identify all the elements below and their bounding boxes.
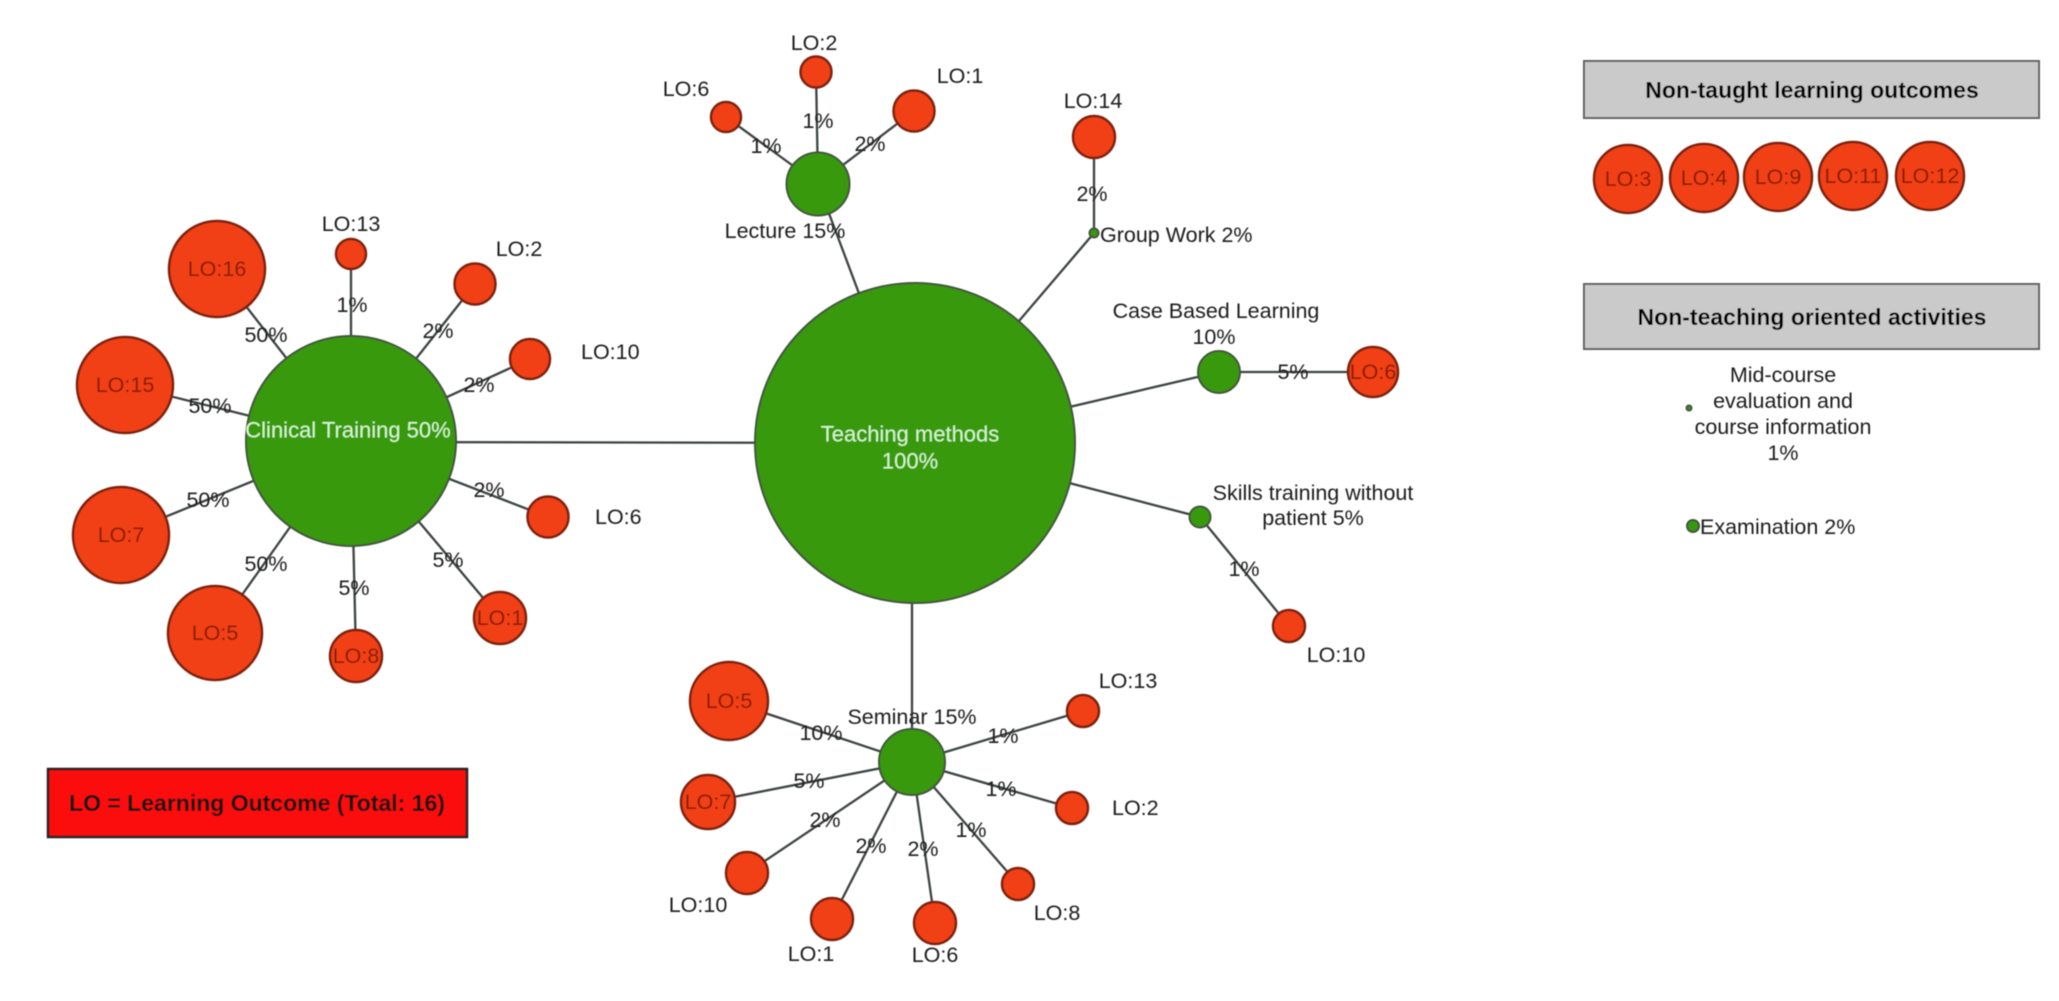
svg-text:LO:15: LO:15 (96, 373, 155, 397)
svg-text:1%: 1% (1767, 441, 1798, 465)
svg-text:1%: 1% (802, 109, 833, 133)
svg-text:LO:1: LO:1 (477, 606, 524, 630)
svg-text:Clinical Training 50%: Clinical Training 50% (245, 418, 450, 443)
svg-text:LO:10: LO:10 (669, 893, 728, 917)
svg-text:2%: 2% (422, 319, 453, 343)
svg-text:2%: 2% (809, 808, 840, 832)
svg-text:LO:13: LO:13 (1099, 669, 1158, 693)
svg-text:LO:16: LO:16 (188, 257, 247, 281)
svg-text:LO:10: LO:10 (1307, 643, 1366, 667)
svg-text:LO:8: LO:8 (333, 644, 380, 668)
svg-text:LO = Learning Outcome (Total:: LO = Learning Outcome (Total: 16) (69, 790, 445, 816)
svg-text:Mid-course: Mid-course (1730, 363, 1836, 387)
svg-text:patient 5%: patient 5% (1262, 506, 1364, 530)
svg-text:1%: 1% (985, 777, 1016, 801)
svg-text:1%: 1% (1228, 557, 1259, 581)
svg-text:Teaching methods: Teaching methods (821, 422, 1000, 447)
svg-text:Skills training without: Skills training without (1213, 481, 1414, 505)
svg-text:LO:6: LO:6 (912, 943, 959, 967)
svg-text:2%: 2% (907, 837, 938, 861)
svg-text:1%: 1% (955, 818, 986, 842)
svg-text:50%: 50% (244, 323, 287, 347)
svg-text:LO:11: LO:11 (1825, 164, 1882, 188)
svg-text:LO:9: LO:9 (1755, 165, 1802, 189)
svg-text:10%: 10% (1192, 325, 1235, 349)
svg-text:100%: 100% (882, 449, 938, 474)
svg-text:50%: 50% (244, 552, 287, 576)
svg-text:LO:12: LO:12 (1901, 164, 1960, 188)
svg-text:evaluation and: evaluation and (1713, 389, 1853, 413)
svg-text:LO:1: LO:1 (788, 942, 835, 966)
svg-text:LO:2: LO:2 (791, 31, 838, 55)
svg-text:LO:6: LO:6 (595, 505, 642, 529)
svg-text:LO:6: LO:6 (1350, 360, 1397, 384)
svg-text:5%: 5% (338, 576, 369, 600)
svg-text:5%: 5% (432, 548, 463, 572)
svg-text:50%: 50% (186, 488, 229, 512)
svg-text:LO:10: LO:10 (581, 340, 640, 364)
svg-text:LO:5: LO:5 (706, 689, 753, 713)
svg-text:LO:14: LO:14 (1064, 89, 1123, 113)
svg-text:2%: 2% (463, 373, 494, 397)
svg-text:Case Based Learning: Case Based Learning (1113, 299, 1320, 323)
svg-text:course information: course information (1695, 415, 1872, 439)
svg-text:LO:1: LO:1 (937, 64, 984, 88)
svg-text:LO:2: LO:2 (1112, 796, 1159, 820)
svg-text:LO:8: LO:8 (1034, 901, 1081, 925)
svg-text:Seminar 15%: Seminar 15% (847, 705, 976, 729)
svg-text:LO:7: LO:7 (685, 790, 732, 814)
svg-text:Group Work 2%: Group Work 2% (1100, 223, 1253, 247)
svg-text:10%: 10% (799, 721, 842, 745)
svg-text:Non-taught learning outcomes: Non-taught learning outcomes (1645, 77, 1979, 103)
svg-text:1%: 1% (987, 724, 1018, 748)
svg-text:LO:4: LO:4 (1681, 166, 1728, 190)
svg-text:2%: 2% (1076, 182, 1107, 206)
svg-text:2%: 2% (855, 834, 886, 858)
svg-text:5%: 5% (1277, 360, 1308, 384)
svg-text:LO:5: LO:5 (192, 621, 239, 645)
svg-text:Non-teaching oriented activiti: Non-teaching oriented activities (1638, 304, 1987, 330)
svg-text:LO:3: LO:3 (1605, 167, 1652, 191)
svg-text:LO:7: LO:7 (98, 523, 145, 547)
svg-text:1%: 1% (750, 134, 781, 158)
svg-text:2%: 2% (473, 478, 504, 502)
svg-text:1%: 1% (336, 293, 367, 317)
svg-text:50%: 50% (188, 394, 231, 418)
svg-text:Examination 2%: Examination 2% (1700, 515, 1855, 539)
svg-text:Lecture 15%: Lecture 15% (725, 219, 846, 243)
svg-text:LO:13: LO:13 (322, 212, 381, 236)
svg-text:LO:2: LO:2 (496, 237, 543, 261)
svg-text:LO:6: LO:6 (663, 77, 710, 101)
svg-text:5%: 5% (793, 769, 824, 793)
svg-text:2%: 2% (854, 132, 885, 156)
